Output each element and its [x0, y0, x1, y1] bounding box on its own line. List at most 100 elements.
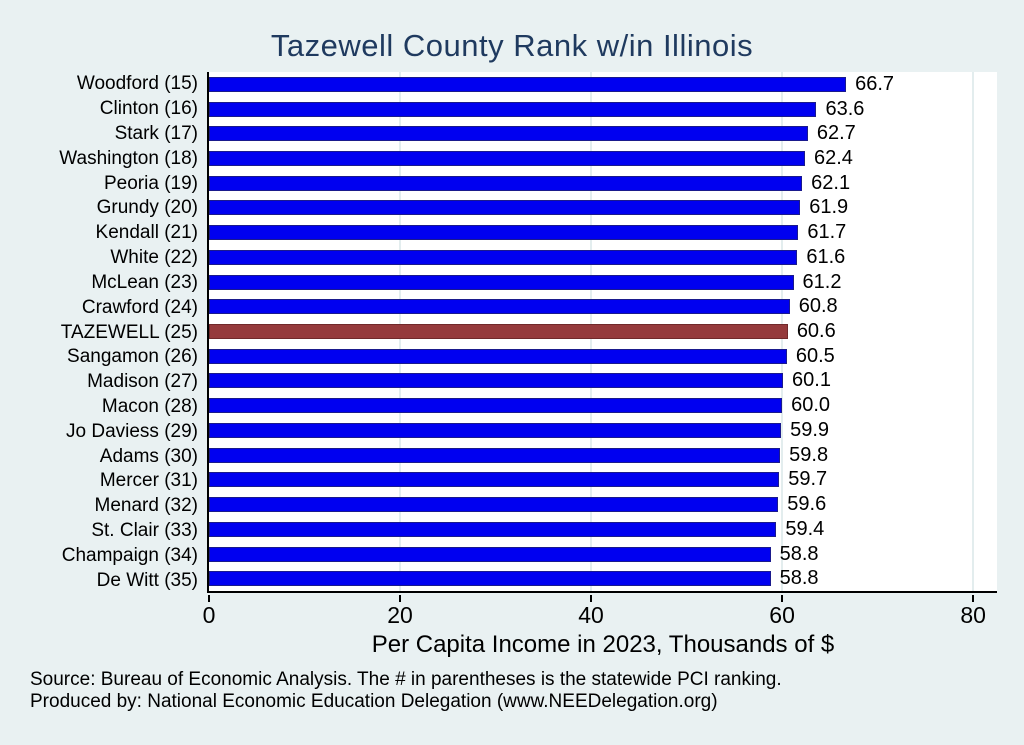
- x-tick-label-80: 80: [960, 602, 986, 628]
- category-label: Stark (17): [114, 123, 198, 145]
- bar: [209, 249, 798, 265]
- bar-value-label: 62.4: [814, 147, 853, 170]
- y-axis-labels: Woodford (15) Clinton (16) Stark (17) Washi…: [30, 72, 207, 593]
- bar: [209, 373, 784, 389]
- category-label: Macon (28): [101, 395, 198, 417]
- x-tick-mark-0: [208, 595, 210, 602]
- bar-row: 61.6: [209, 245, 997, 270]
- bar-row: 66.7: [209, 72, 997, 97]
- category-label: McLean (23): [91, 271, 198, 293]
- bar-value-label: 60.8: [798, 295, 838, 318]
- bar-value-label: 62.7: [816, 122, 856, 145]
- category-label: Menard (32): [94, 495, 199, 517]
- category-label: De Witt (35): [96, 569, 198, 591]
- bar: [209, 299, 790, 315]
- x-axis-title: Per Capita Income in 2023, Thousands of …: [371, 631, 835, 658]
- bar: [209, 546, 771, 562]
- category-label: Sangamon (26): [67, 346, 198, 368]
- bar-value-label: 63.6: [825, 97, 865, 120]
- bar-row: 60.8: [209, 294, 997, 319]
- bar-value-label: 58.8: [779, 542, 819, 565]
- category-label: TAZEWELL (25): [60, 321, 198, 343]
- category-label: Adams (30): [99, 445, 198, 467]
- bar-value-label: 59.4: [785, 517, 825, 540]
- bar: [209, 398, 783, 414]
- bar-row: 61.9: [209, 196, 997, 221]
- x-tick-label-20: 20: [387, 602, 413, 628]
- bar-row: 63.6: [209, 97, 997, 122]
- category-label: Clinton (16): [99, 98, 198, 120]
- bar-value-label: 59.9: [790, 418, 830, 441]
- bar: [209, 200, 801, 216]
- x-axis: 0 20 40 60 80: [203, 595, 997, 629]
- category-label: Kendall (21): [95, 222, 198, 244]
- bar-value-label: 61.2: [802, 270, 842, 293]
- category-label: White (22): [110, 247, 198, 269]
- bar-rows: 66.7 63.6 62.7 62.4 62.1 61.9 61.7 61.6 61.2 60.8…: [209, 72, 997, 591]
- category-label: Washington (18): [59, 147, 198, 169]
- category-label: Champaign (34): [61, 544, 198, 566]
- category-label: Grundy (20): [96, 197, 198, 219]
- bar-row: 58.8: [209, 542, 997, 567]
- category-label: Woodford (15): [76, 73, 198, 95]
- category-label: Peoria (19): [104, 172, 198, 194]
- footer: Source: Bureau of Economic Analysis. The…: [30, 669, 782, 713]
- bar-row: 62.1: [209, 171, 997, 196]
- bar-row: 60.0: [209, 393, 997, 418]
- gridline-80: [972, 72, 975, 591]
- bar-value-label: 62.1: [811, 171, 851, 194]
- category-label: Crawford (24): [81, 296, 198, 318]
- bar-row: 61.2: [209, 270, 997, 295]
- bar-value-label: 66.7: [855, 72, 895, 95]
- bar-value-label: 61.6: [806, 245, 846, 268]
- x-tick-label-0: 0: [202, 602, 216, 628]
- bar: [209, 472, 780, 488]
- x-tick-mark-20: [399, 595, 402, 602]
- bar-value-label: 59.7: [788, 468, 828, 491]
- bar: [209, 151, 805, 167]
- chart-body: Woodford (15) Clinton (16) Stark (17) Washi…: [30, 72, 997, 593]
- bar-value-label: 59.6: [787, 493, 827, 516]
- bar-value-label: 60.6: [796, 320, 836, 343]
- bar: [209, 225, 799, 241]
- bar-value-label: 60.0: [791, 394, 831, 417]
- category-label: Jo Daviess (29): [66, 420, 198, 442]
- category-label: Madison (27): [87, 371, 198, 393]
- bar-row: 60.1: [209, 369, 997, 394]
- bar-row: 59.4: [209, 517, 997, 542]
- bar-value-label: 59.8: [789, 443, 829, 466]
- bar: [209, 126, 808, 142]
- bar-row: 59.9: [209, 418, 997, 443]
- bar: [209, 422, 782, 438]
- bar-row: 62.7: [209, 121, 997, 146]
- bar: [209, 274, 794, 290]
- bar-value-label: 61.9: [809, 196, 849, 219]
- bar: [209, 497, 779, 513]
- bar-value-label: 60.1: [792, 369, 831, 392]
- bar: [209, 101, 817, 117]
- bar: [209, 571, 771, 587]
- bar: [209, 348, 787, 364]
- category-label: Mercer (31): [99, 470, 198, 492]
- x-tick-mark-40: [590, 595, 593, 602]
- bar: [209, 447, 781, 463]
- x-tick-mark-60: [781, 595, 784, 602]
- bar-row: 60.5: [209, 344, 997, 369]
- bar-row: 59.6: [209, 492, 997, 517]
- chart-title: Tazewell County Rank w/in Illinois: [270, 28, 754, 63]
- x-tick-mark-80: [972, 595, 975, 602]
- category-label: St. Clair (33): [91, 520, 198, 542]
- bar-row: 59.7: [209, 468, 997, 493]
- bar-value-label: 58.8: [779, 567, 819, 590]
- bar: [209, 76, 847, 92]
- bar-row: 62.4: [209, 146, 997, 171]
- x-tick-label-60: 60: [769, 602, 795, 628]
- bar-row: 58.8: [209, 566, 997, 591]
- bar: [209, 175, 803, 191]
- bar-row: 60.6: [209, 319, 997, 344]
- source-note: Source: Bureau of Economic Analysis. The…: [30, 669, 782, 690]
- bar: [209, 521, 777, 537]
- bar-row: 61.7: [209, 220, 997, 245]
- bar-value-label: 61.7: [807, 221, 847, 244]
